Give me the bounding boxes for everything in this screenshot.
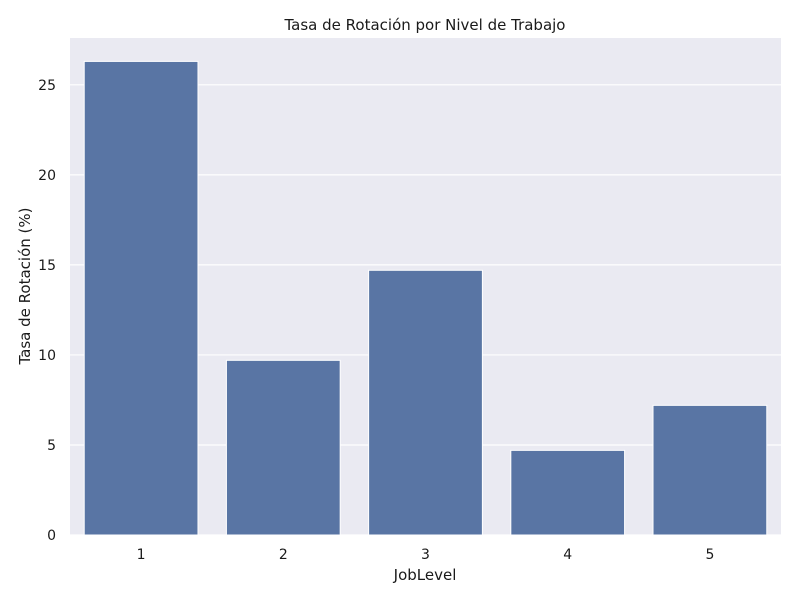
x-axis-ticks: 1 2 3 4 5 [137, 547, 715, 563]
y-tick-label: 10 [38, 348, 56, 364]
bar-joblevel-4 [510, 449, 626, 536]
bars [83, 60, 768, 536]
y-axis-ticks: 0 5 10 15 20 25 [38, 78, 56, 544]
x-axis-label: JobLevel [393, 566, 457, 584]
x-tick-label: 2 [279, 547, 288, 563]
y-tick-label: 5 [47, 438, 56, 454]
x-tick-label: 5 [705, 547, 714, 563]
x-tick-label: 3 [421, 547, 430, 563]
x-tick-label: 4 [563, 547, 572, 563]
y-axis-label: Tasa de Rotación (%) [16, 208, 34, 366]
y-tick-label: 25 [38, 78, 56, 94]
bar-joblevel-5 [652, 404, 768, 536]
x-tick-label: 1 [137, 547, 146, 563]
y-tick-label: 0 [47, 528, 56, 544]
bar-joblevel-1 [83, 60, 199, 536]
bar-joblevel-3 [368, 269, 483, 536]
y-tick-label: 15 [38, 258, 56, 274]
y-tick-label: 20 [38, 168, 56, 184]
bar-joblevel-2 [225, 359, 341, 536]
chart-title: Tasa de Rotación por Nivel de Trabajo [284, 16, 566, 34]
